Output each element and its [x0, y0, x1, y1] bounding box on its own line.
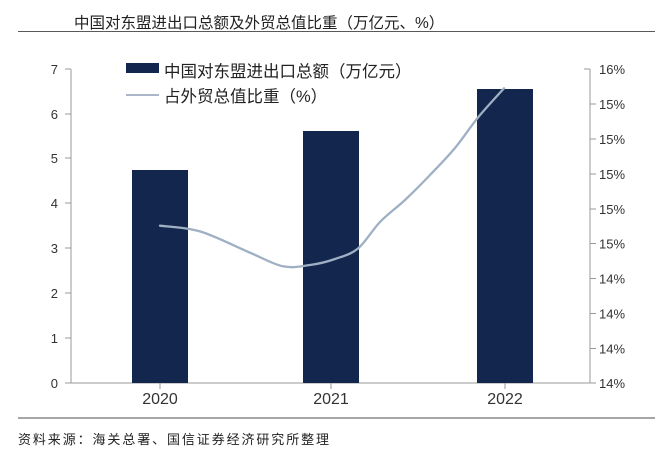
svg-text:14%: 14%	[599, 376, 625, 391]
svg-text:中国对东盟进出口总额（万亿元）: 中国对东盟进出口总额（万亿元）	[164, 62, 412, 81]
svg-text:1: 1	[51, 331, 58, 346]
svg-text:2021: 2021	[313, 391, 349, 408]
svg-text:16%: 16%	[599, 62, 625, 77]
svg-text:15%: 15%	[599, 167, 625, 182]
svg-text:4: 4	[51, 196, 58, 211]
svg-text:7: 7	[51, 62, 58, 77]
svg-text:3: 3	[51, 241, 58, 256]
svg-text:占外贸总值比重（%）: 占外贸总值比重（%）	[164, 87, 327, 106]
svg-text:15%: 15%	[599, 132, 625, 147]
svg-text:15%: 15%	[599, 97, 625, 112]
svg-text:0: 0	[51, 376, 58, 391]
svg-text:15%: 15%	[599, 237, 625, 252]
svg-text:2: 2	[51, 286, 58, 301]
svg-text:5: 5	[51, 151, 58, 166]
svg-text:2020: 2020	[142, 391, 178, 408]
svg-text:2022: 2022	[487, 391, 523, 408]
svg-text:14%: 14%	[599, 342, 625, 357]
svg-text:14%: 14%	[599, 272, 625, 287]
svg-text:15%: 15%	[599, 202, 625, 217]
svg-text:14%: 14%	[599, 307, 625, 322]
svg-text:6: 6	[51, 107, 58, 122]
